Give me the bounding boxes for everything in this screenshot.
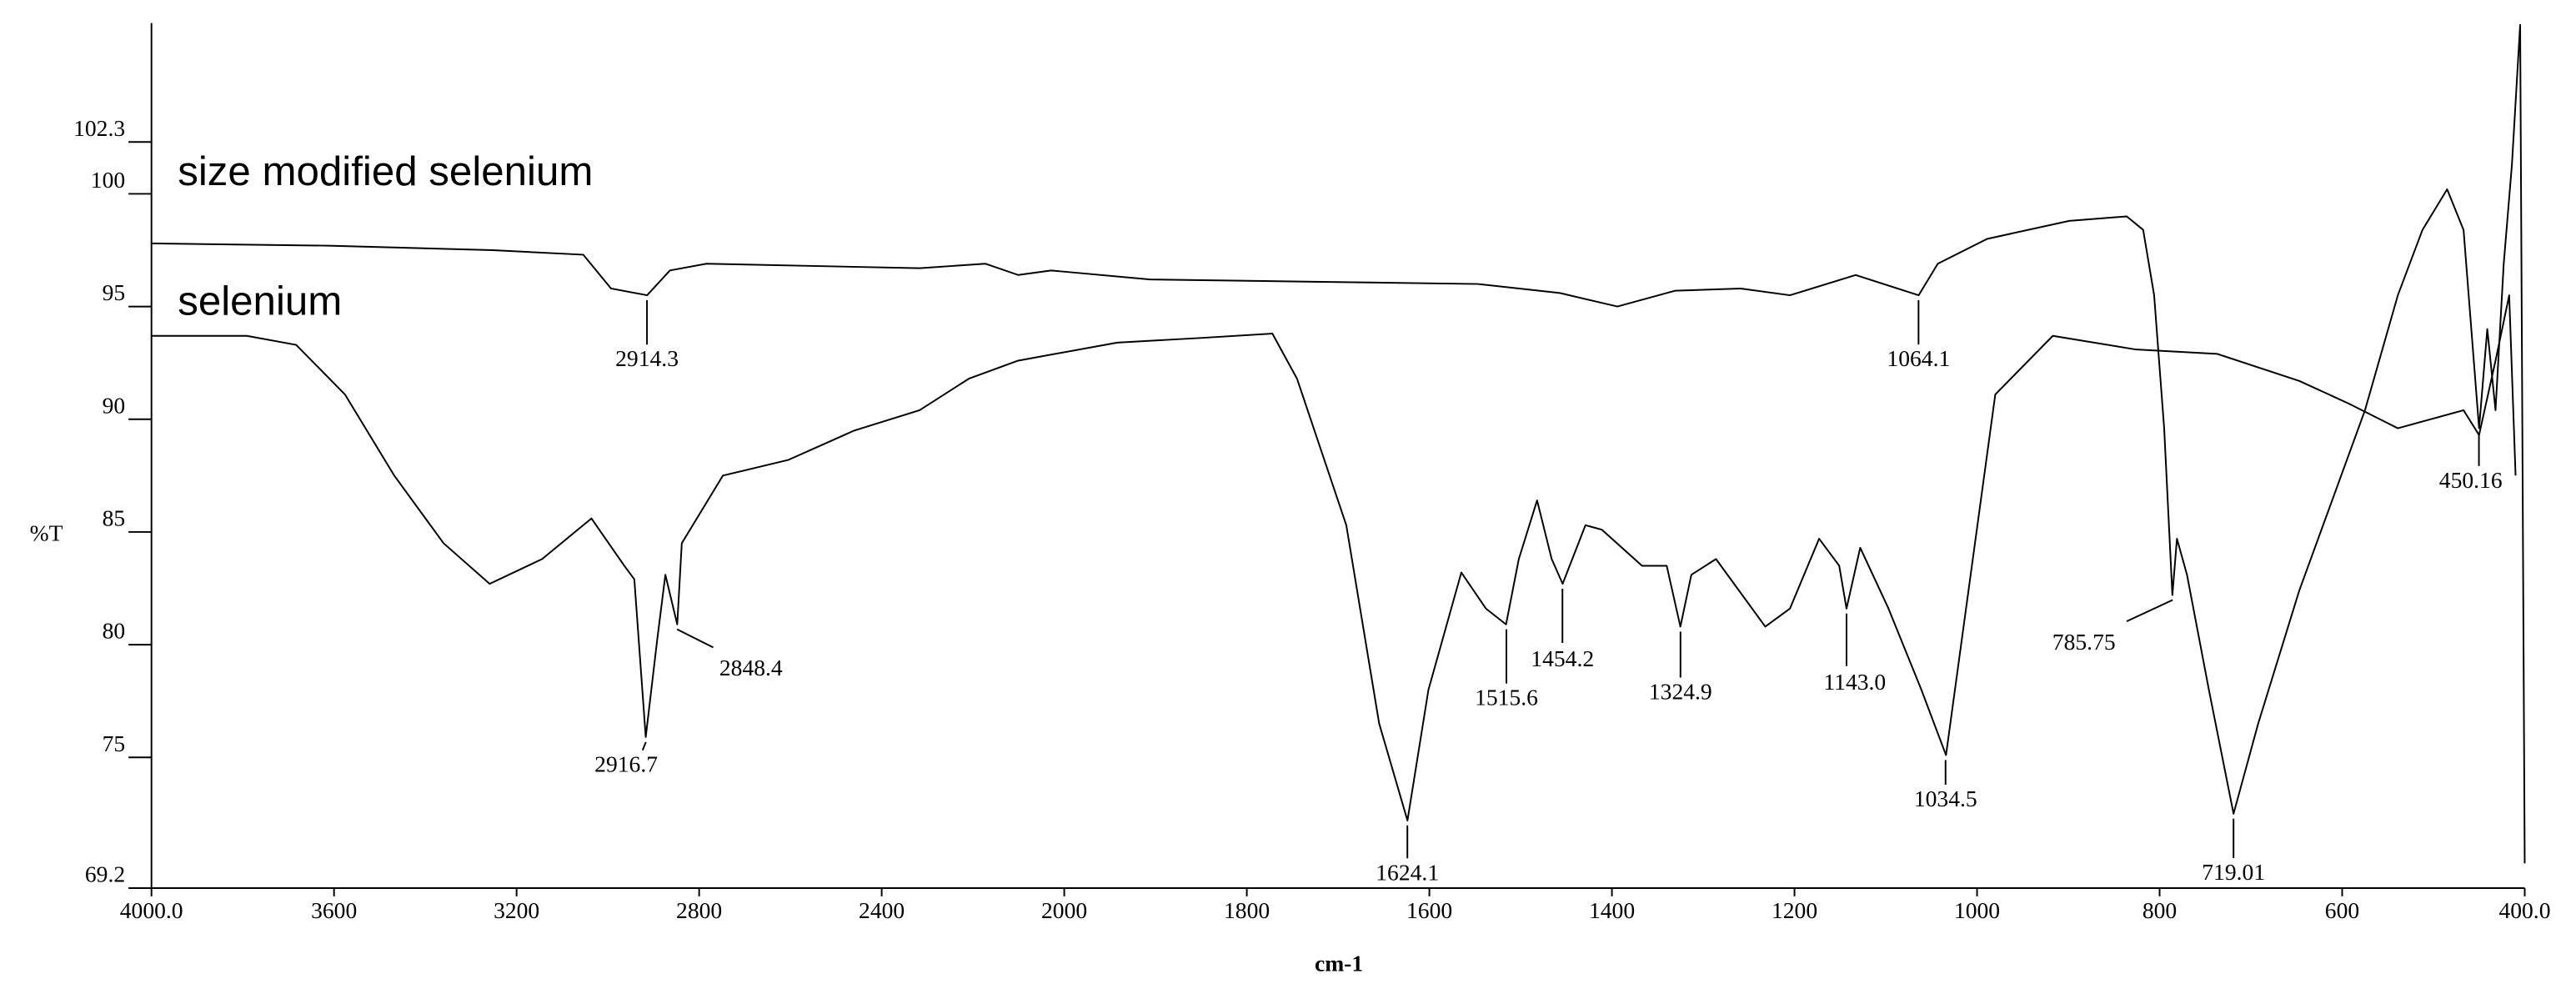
x-tick-label: 2400 (859, 897, 905, 923)
x-tick-label: 3600 (311, 897, 357, 923)
y-tick-label: 102.3 (73, 115, 125, 141)
peak-label: 1515.6 (1475, 685, 1538, 710)
x-tick-label: 3200 (494, 897, 539, 923)
peak-label: 1064.1 (1887, 345, 1950, 371)
x-tick-label: 2800 (676, 897, 722, 923)
peak-leader (2126, 599, 2173, 623)
peak-label: 450.16 (2439, 467, 2503, 493)
y-axis-label: %T (30, 520, 63, 546)
y-tick-label: 69.2 (85, 861, 125, 887)
peak-leader (676, 628, 714, 649)
y-tick-label: 75 (103, 730, 126, 756)
x-tick-label: 800 (2142, 897, 2177, 923)
peak-label: 785.75 (2052, 629, 2116, 655)
peak-label: 2914.3 (615, 345, 679, 371)
x-tick-label: 1800 (1224, 897, 1270, 923)
x-tick-label: 1400 (1589, 897, 1635, 923)
x-tick-label: 2000 (1041, 897, 1087, 923)
x-tick-label: 1000 (1954, 897, 2000, 923)
peak-leader (641, 741, 647, 751)
x-tick-label: 600 (2325, 897, 2359, 923)
peak-label: 2916.7 (594, 751, 658, 777)
peak-label: 719.01 (2202, 859, 2265, 885)
series-label: size modified selenium (178, 148, 593, 194)
peak-label: 1034.5 (1914, 786, 1977, 811)
peak-label: 1454.2 (1531, 645, 1594, 671)
y-tick-label: 100 (91, 167, 125, 193)
y-tick-label: 95 (103, 279, 126, 305)
peak-label: 1143.0 (1823, 669, 1886, 695)
peak-label: 1624.1 (1376, 859, 1439, 885)
x-tick-label: 1600 (1406, 897, 1452, 923)
y-tick-label: 85 (103, 505, 126, 530)
peak-label: 1324.9 (1649, 679, 1712, 705)
peak-label: 2848.4 (719, 655, 783, 680)
spectrum-line (151, 23, 2526, 864)
x-tick-label: 400.0 (2498, 897, 2550, 923)
x-axis-label: cm-1 (1315, 951, 1363, 976)
x-tick-label: 4000.0 (120, 897, 183, 923)
x-tick-label: 1200 (1772, 897, 1817, 923)
spectrum-line (151, 294, 2517, 821)
y-tick-label: 90 (103, 392, 126, 418)
series-label: selenium (178, 278, 342, 324)
y-tick-label: 80 (103, 618, 126, 644)
